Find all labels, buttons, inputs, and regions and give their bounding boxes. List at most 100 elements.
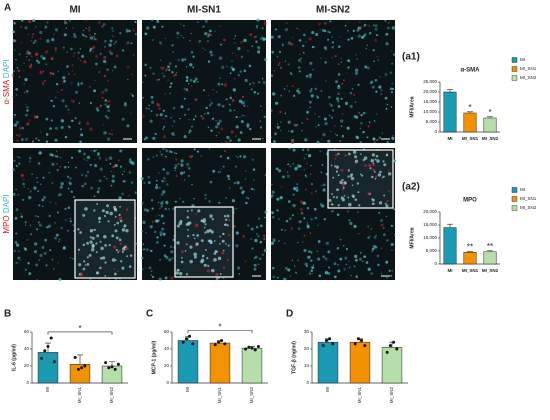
cell <box>253 141 256 143</box>
cell <box>390 106 393 108</box>
cell <box>235 125 239 129</box>
cell <box>302 51 305 54</box>
cell <box>391 26 395 30</box>
cell <box>185 273 189 276</box>
cell <box>134 20 137 24</box>
cell <box>71 119 74 123</box>
cell <box>335 165 339 169</box>
cell <box>73 34 77 39</box>
cell <box>196 234 199 237</box>
cell <box>218 201 221 204</box>
cell <box>39 183 42 186</box>
cell <box>187 166 191 170</box>
cell <box>271 211 274 215</box>
y-tick-label: 60 <box>24 329 30 334</box>
cell <box>12 39 16 43</box>
cell <box>312 68 314 71</box>
cell <box>91 236 95 240</box>
cell <box>181 256 183 259</box>
cell <box>120 260 123 263</box>
legend-label: MI <box>520 57 525 62</box>
cell <box>276 276 279 279</box>
cell <box>129 158 132 161</box>
cell <box>174 152 176 154</box>
cell <box>222 38 226 42</box>
cell <box>343 268 346 271</box>
cell <box>180 159 184 163</box>
cell <box>71 82 73 84</box>
cell <box>324 272 327 274</box>
cell <box>37 162 41 165</box>
cell <box>317 240 321 243</box>
cell <box>187 234 190 238</box>
cell <box>239 186 243 190</box>
cell <box>306 265 308 268</box>
cell <box>119 149 123 153</box>
cell <box>347 66 350 69</box>
cell <box>151 207 154 210</box>
cell <box>113 272 117 276</box>
cell <box>332 176 335 179</box>
cell <box>196 81 199 83</box>
cell <box>104 115 108 118</box>
cell <box>129 92 132 95</box>
cell <box>42 176 45 179</box>
cell <box>221 232 225 235</box>
cell <box>77 51 80 54</box>
cell <box>59 156 62 159</box>
cell <box>340 61 343 63</box>
cell <box>171 43 174 47</box>
cell <box>155 113 159 117</box>
cell <box>162 125 166 129</box>
cell <box>193 148 196 151</box>
cell <box>200 155 202 157</box>
cell <box>337 263 340 266</box>
cell <box>107 100 110 103</box>
cell <box>262 37 266 42</box>
cell <box>310 218 313 221</box>
cell <box>77 83 80 87</box>
cell <box>384 96 388 100</box>
cell <box>130 181 134 184</box>
cell <box>245 201 248 205</box>
cell <box>193 237 196 240</box>
cell <box>56 169 59 172</box>
inset <box>74 199 136 279</box>
cell <box>223 150 227 153</box>
cell <box>249 83 251 85</box>
cell <box>57 194 60 197</box>
cell <box>330 164 333 167</box>
cell <box>313 207 317 211</box>
data-point <box>76 367 80 371</box>
cell <box>379 75 382 78</box>
cell <box>331 209 334 213</box>
cell <box>314 87 318 91</box>
cell <box>304 188 308 191</box>
cell <box>78 263 82 267</box>
cell <box>49 153 53 157</box>
cell <box>109 211 114 216</box>
cell <box>174 200 177 203</box>
cell <box>89 101 92 104</box>
cell <box>176 241 180 245</box>
cell <box>377 263 380 267</box>
cell <box>209 29 213 33</box>
cell <box>216 122 220 126</box>
cell <box>46 21 49 24</box>
cell <box>161 200 164 203</box>
cell <box>312 264 315 266</box>
cell <box>126 41 130 45</box>
cell <box>162 222 165 225</box>
cell <box>368 121 371 124</box>
cell <box>280 228 283 231</box>
cell <box>241 101 245 105</box>
cell <box>293 123 297 127</box>
cell <box>219 25 221 27</box>
cell <box>149 66 152 70</box>
cell <box>372 168 376 172</box>
cell <box>337 105 341 108</box>
cell <box>339 257 343 261</box>
cell <box>100 246 104 251</box>
cell <box>272 139 277 144</box>
cell <box>335 196 339 199</box>
